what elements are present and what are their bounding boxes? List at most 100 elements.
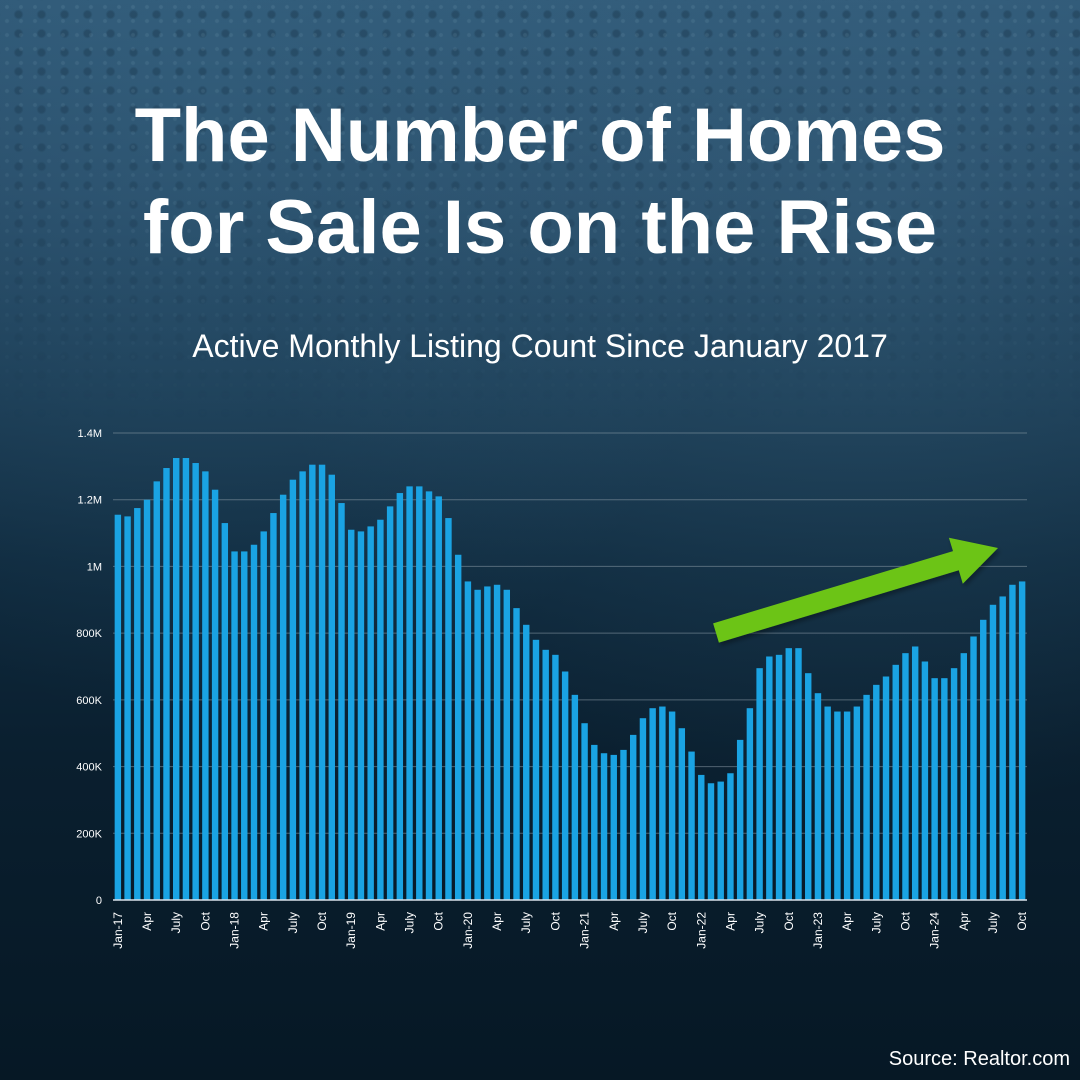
- page-title: The Number of Homes for Sale Is on the R…: [0, 90, 1080, 274]
- x-tick-label: Jan-24: [928, 912, 942, 949]
- background-image: [0, 0, 1080, 420]
- x-tick-label: July: [636, 912, 650, 933]
- bar: [639, 718, 647, 900]
- x-tick-label: Jan-18: [228, 912, 242, 949]
- bar: [279, 494, 287, 900]
- bar: [435, 496, 442, 900]
- bar: [318, 464, 326, 900]
- bar: [425, 491, 433, 900]
- x-tick-label: Oct: [898, 911, 912, 930]
- bar: [766, 656, 773, 900]
- trend-arrow-shape: [713, 537, 998, 643]
- bar: [406, 486, 413, 900]
- bar: [484, 586, 491, 900]
- bar: [367, 526, 374, 900]
- bar: [931, 678, 938, 900]
- bar: [523, 624, 530, 900]
- y-tick-label: 800K: [76, 628, 102, 640]
- bar: [863, 694, 870, 900]
- y-tick-label: 1.2M: [78, 495, 102, 507]
- bar: [211, 489, 219, 900]
- bar: [348, 529, 355, 900]
- x-tick-label: Oct: [198, 911, 212, 930]
- x-tick-label: Apr: [140, 912, 154, 931]
- x-tick-label: Jan-23: [811, 912, 825, 949]
- bar: [853, 706, 861, 900]
- bar: [795, 648, 802, 900]
- x-tick-label: Apr: [723, 912, 737, 931]
- y-axis-tick-labels: 0 200K 400K 600K 800K 1M 1.2M 1.4M: [76, 428, 102, 907]
- x-tick-label: July: [169, 912, 183, 933]
- bar: [727, 773, 734, 900]
- bar: [581, 723, 588, 900]
- x-tick-label: Oct: [782, 911, 796, 930]
- bar: [172, 458, 180, 900]
- y-tick-label: 600K: [76, 695, 102, 707]
- bar: [980, 619, 987, 900]
- bar: [1009, 584, 1016, 900]
- x-tick-label: Apr: [490, 912, 504, 931]
- bar: [882, 676, 890, 900]
- x-tick-label: July: [753, 912, 767, 933]
- title-line-2: for Sale Is on the Rise: [143, 185, 937, 270]
- bars: [114, 458, 1026, 900]
- bar: [338, 503, 345, 900]
- x-tick-label: Jan-17: [111, 912, 125, 949]
- bar: [357, 531, 365, 900]
- bar: [153, 481, 160, 900]
- y-tick-label: 400K: [76, 762, 102, 774]
- bar: [688, 751, 695, 900]
- bar: [941, 678, 948, 900]
- x-tick-label: Oct: [665, 911, 679, 930]
- bar: [532, 639, 540, 900]
- bar: [571, 694, 579, 900]
- bar: [921, 661, 929, 900]
- bar: [659, 706, 666, 900]
- bar: [270, 513, 277, 900]
- bar: [250, 544, 258, 900]
- bar: [241, 551, 248, 900]
- title-line-1: The Number of Homes: [134, 93, 946, 178]
- bar: [824, 706, 831, 900]
- bar: [805, 673, 812, 900]
- x-tick-label: Oct: [548, 911, 562, 930]
- trend-arrow: [713, 537, 998, 643]
- y-tick-label: 1M: [87, 561, 102, 573]
- bar: [591, 744, 598, 900]
- bar: [163, 468, 170, 900]
- x-tick-label: Apr: [257, 912, 271, 931]
- y-tick-label: 0: [96, 895, 102, 907]
- x-tick-label: Oct: [315, 911, 329, 930]
- bar: [542, 649, 549, 900]
- bar: [464, 581, 472, 900]
- x-axis-tick-labels: Jan-17 Apr July Oct Jan-18 Apr July Oct Jan-19 Ap…: [111, 911, 1029, 948]
- bar: [299, 471, 306, 900]
- bar: [309, 464, 316, 900]
- bar: [493, 584, 501, 900]
- x-tick-label: July: [519, 912, 533, 933]
- bar: [970, 636, 977, 900]
- bar: [386, 506, 394, 900]
- y-tick-label: 200K: [76, 828, 102, 840]
- x-tick-label: July: [286, 912, 300, 933]
- bar: [610, 754, 617, 900]
- bar: [328, 474, 335, 900]
- bar: [707, 783, 715, 900]
- bar: [454, 554, 462, 900]
- x-tick-label: July: [403, 912, 417, 933]
- bar: [260, 531, 267, 900]
- bar: [775, 654, 783, 900]
- x-tick-label: Jan-21: [578, 912, 592, 949]
- bar: [746, 708, 754, 900]
- bar: [834, 711, 841, 900]
- bar: [124, 516, 131, 900]
- bar: [678, 728, 686, 900]
- chart-subtitle: Active Monthly Listing Count Since Janua…: [192, 328, 888, 364]
- bar: [989, 604, 997, 900]
- source-note: Source: Realtor.com: [888, 1048, 1070, 1070]
- bar: [960, 653, 968, 900]
- x-tick-label: July: [869, 912, 883, 933]
- bar: [396, 493, 404, 900]
